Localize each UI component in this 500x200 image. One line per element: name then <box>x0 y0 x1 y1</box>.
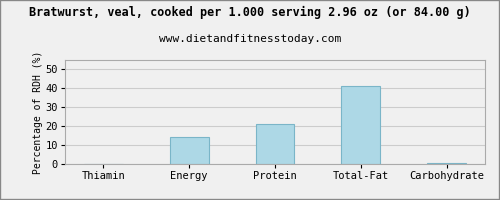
Bar <box>428 163 466 164</box>
Bar <box>256 124 294 164</box>
Bar <box>170 137 208 164</box>
Bar <box>342 86 380 164</box>
Text: Bratwurst, veal, cooked per 1.000 serving 2.96 oz (or 84.00 g): Bratwurst, veal, cooked per 1.000 servin… <box>29 6 471 19</box>
Text: www.dietandfitnesstoday.com: www.dietandfitnesstoday.com <box>159 34 341 44</box>
Y-axis label: Percentage of RDH (%): Percentage of RDH (%) <box>33 50 43 174</box>
